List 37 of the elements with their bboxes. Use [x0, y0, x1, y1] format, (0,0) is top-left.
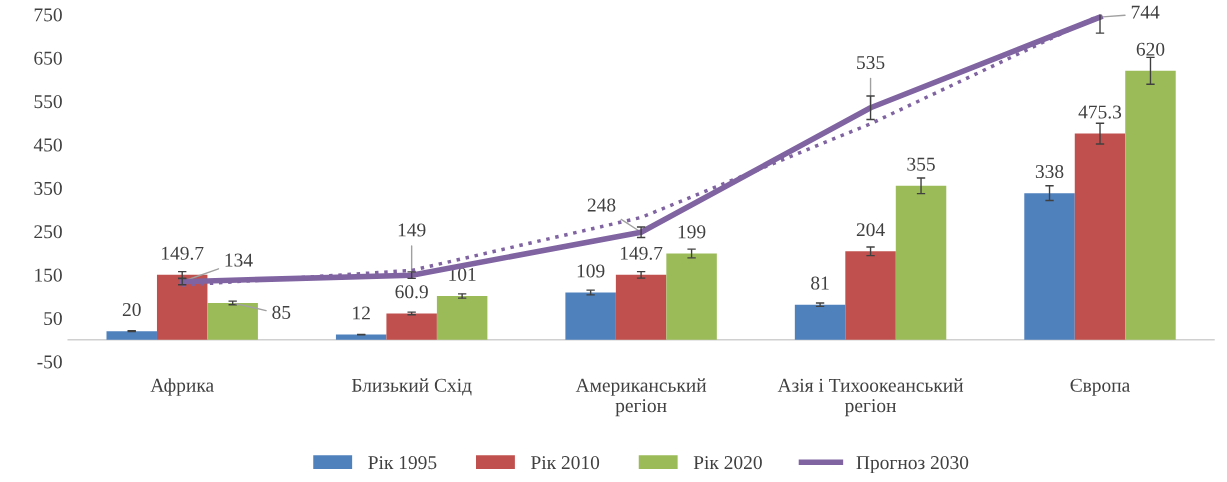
- data-label: 744: [1131, 5, 1160, 19]
- data-label: 149.7: [620, 246, 663, 260]
- data-label: 85: [272, 305, 291, 319]
- x-tick-label: Азія і Тихоокеанський регіон: [777, 378, 964, 417]
- data-label: 535: [857, 55, 885, 70]
- y-tick-label: 550: [34, 95, 62, 109]
- data-label: 109: [577, 264, 605, 278]
- x-tick-label: Близький Схід: [351, 378, 472, 396]
- y-tick-label: 250: [34, 225, 62, 239]
- data-label: 248: [587, 198, 616, 212]
- y-tick-label: 50: [44, 311, 62, 326]
- data-label: 81: [811, 276, 829, 290]
- data-label: 134: [225, 253, 253, 267]
- data-label: 475.3: [1078, 105, 1122, 119]
- legend-label: Рік 1995: [368, 456, 437, 470]
- data-label: 12: [353, 306, 370, 320]
- y-tick-label: 650: [34, 51, 62, 65]
- x-tick-label: Американський регіон: [575, 378, 707, 417]
- data-label: 149: [398, 223, 426, 237]
- data-label: 149.7: [162, 246, 204, 260]
- y-tick-label: 350: [34, 181, 62, 195]
- legend-label: Рік 2010: [531, 456, 600, 470]
- data-label: 60.9: [395, 285, 428, 299]
- data-label: 355: [907, 157, 935, 171]
- y-tick-label: -50: [37, 355, 62, 369]
- data-label: 20: [122, 302, 141, 317]
- data-label: 620: [1136, 42, 1165, 56]
- data-label: 199: [678, 225, 706, 239]
- x-tick-label: Європа: [1070, 378, 1130, 396]
- data-label: 338: [1035, 165, 1064, 179]
- x-tick-label: Африка: [150, 378, 214, 396]
- legend-label: Прогноз 2030: [856, 456, 969, 474]
- legend-label: Рік 2020: [693, 456, 762, 470]
- y-tick-label: 150: [35, 268, 62, 282]
- y-tick-label: 450: [33, 138, 62, 152]
- y-tick-label: 750: [34, 8, 62, 22]
- data-label: 204: [856, 223, 885, 237]
